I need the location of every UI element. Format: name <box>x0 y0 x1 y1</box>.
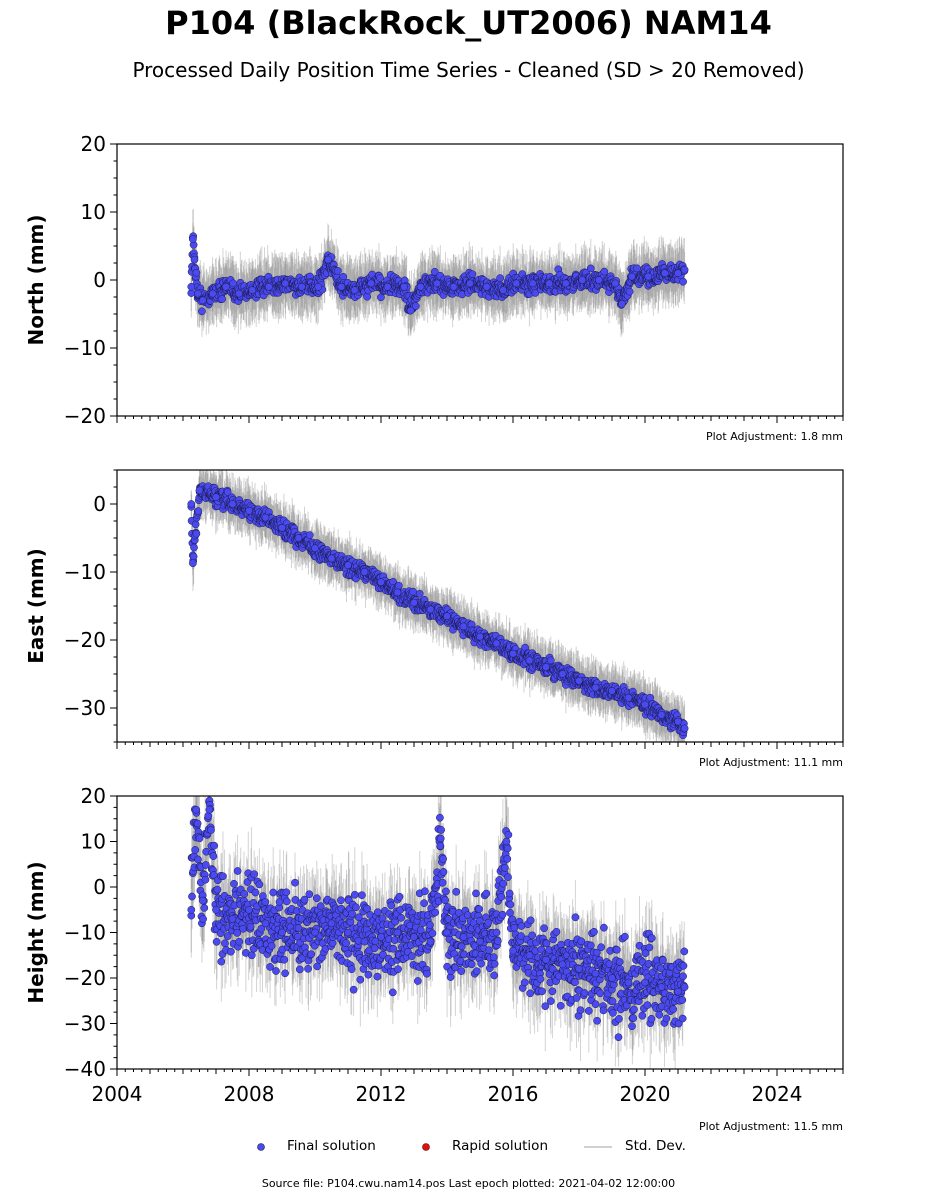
data-point <box>314 282 323 291</box>
data-point <box>433 279 441 288</box>
data-point <box>190 543 198 552</box>
data-point <box>416 282 425 291</box>
data-point <box>235 289 243 298</box>
data-point <box>189 552 198 561</box>
data-point <box>611 279 620 288</box>
data-point <box>305 531 314 539</box>
data-point <box>561 279 570 288</box>
data-point <box>411 302 420 310</box>
data-point <box>333 266 342 275</box>
final-solution-points-north <box>187 232 689 316</box>
data-point <box>376 274 384 282</box>
data-point <box>409 587 417 596</box>
data-point <box>350 286 359 295</box>
y-axis-label-north: North (mm) <box>24 214 48 345</box>
y-tick-label: 10 <box>81 200 106 224</box>
data-point <box>528 279 537 288</box>
data-point <box>324 255 333 264</box>
data-point <box>546 656 555 665</box>
data-point <box>208 289 217 298</box>
data-point <box>679 277 687 286</box>
data-point <box>680 265 689 274</box>
data-point <box>190 255 199 264</box>
data-point <box>198 296 207 305</box>
data-point <box>545 279 554 288</box>
data-point <box>218 295 226 303</box>
data-point <box>337 282 346 291</box>
data-point <box>264 282 273 291</box>
data-point <box>496 274 504 282</box>
data-point <box>281 279 290 288</box>
panel-north: −20 −10 0 10 20 North (mm) Plot Adjustment: 1.… <box>24 132 844 443</box>
data-point <box>449 282 458 291</box>
data-point <box>430 267 439 276</box>
data-point <box>627 272 636 281</box>
data-point <box>406 306 415 315</box>
data-point <box>191 520 200 529</box>
data-point <box>194 289 202 298</box>
data-point <box>192 529 201 538</box>
data-point <box>187 282 196 291</box>
data-point <box>194 507 203 515</box>
data-point <box>339 272 348 281</box>
data-point <box>367 279 375 288</box>
data-point <box>660 269 669 278</box>
data-point <box>618 299 626 308</box>
data-point <box>512 279 521 288</box>
data-point <box>586 264 595 273</box>
data-point <box>633 264 641 273</box>
data-point <box>578 276 587 284</box>
data-point <box>482 282 491 291</box>
data-point <box>248 286 257 295</box>
chart-title: P104 (BlackRock_UT2006) NAM14 <box>165 4 772 42</box>
y-tick-label: −10 <box>64 336 106 360</box>
data-point <box>468 270 477 279</box>
data-point <box>415 589 424 598</box>
plot-adjustment-north: Plot Adjustment: 1.8 mm <box>706 430 843 443</box>
data-point <box>222 282 230 291</box>
data-point <box>394 581 403 590</box>
data-point <box>644 272 653 281</box>
chart-subtitle: Processed Daily Position Time Series - C… <box>132 58 805 82</box>
data-point <box>594 276 603 284</box>
data-point <box>383 282 392 291</box>
data-point <box>400 282 408 291</box>
data-point <box>600 267 609 276</box>
data-point <box>466 279 474 288</box>
data-point <box>189 235 197 244</box>
data-point <box>363 292 371 301</box>
y-tick-label: 0 <box>93 268 106 292</box>
data-point <box>674 269 682 278</box>
data-point <box>499 286 507 295</box>
y-tick-label: −20 <box>64 404 106 428</box>
data-point <box>192 268 201 277</box>
y-tick-label: 20 <box>81 132 106 156</box>
data-point <box>297 282 306 291</box>
data-point <box>625 287 634 296</box>
data-point <box>198 307 206 316</box>
